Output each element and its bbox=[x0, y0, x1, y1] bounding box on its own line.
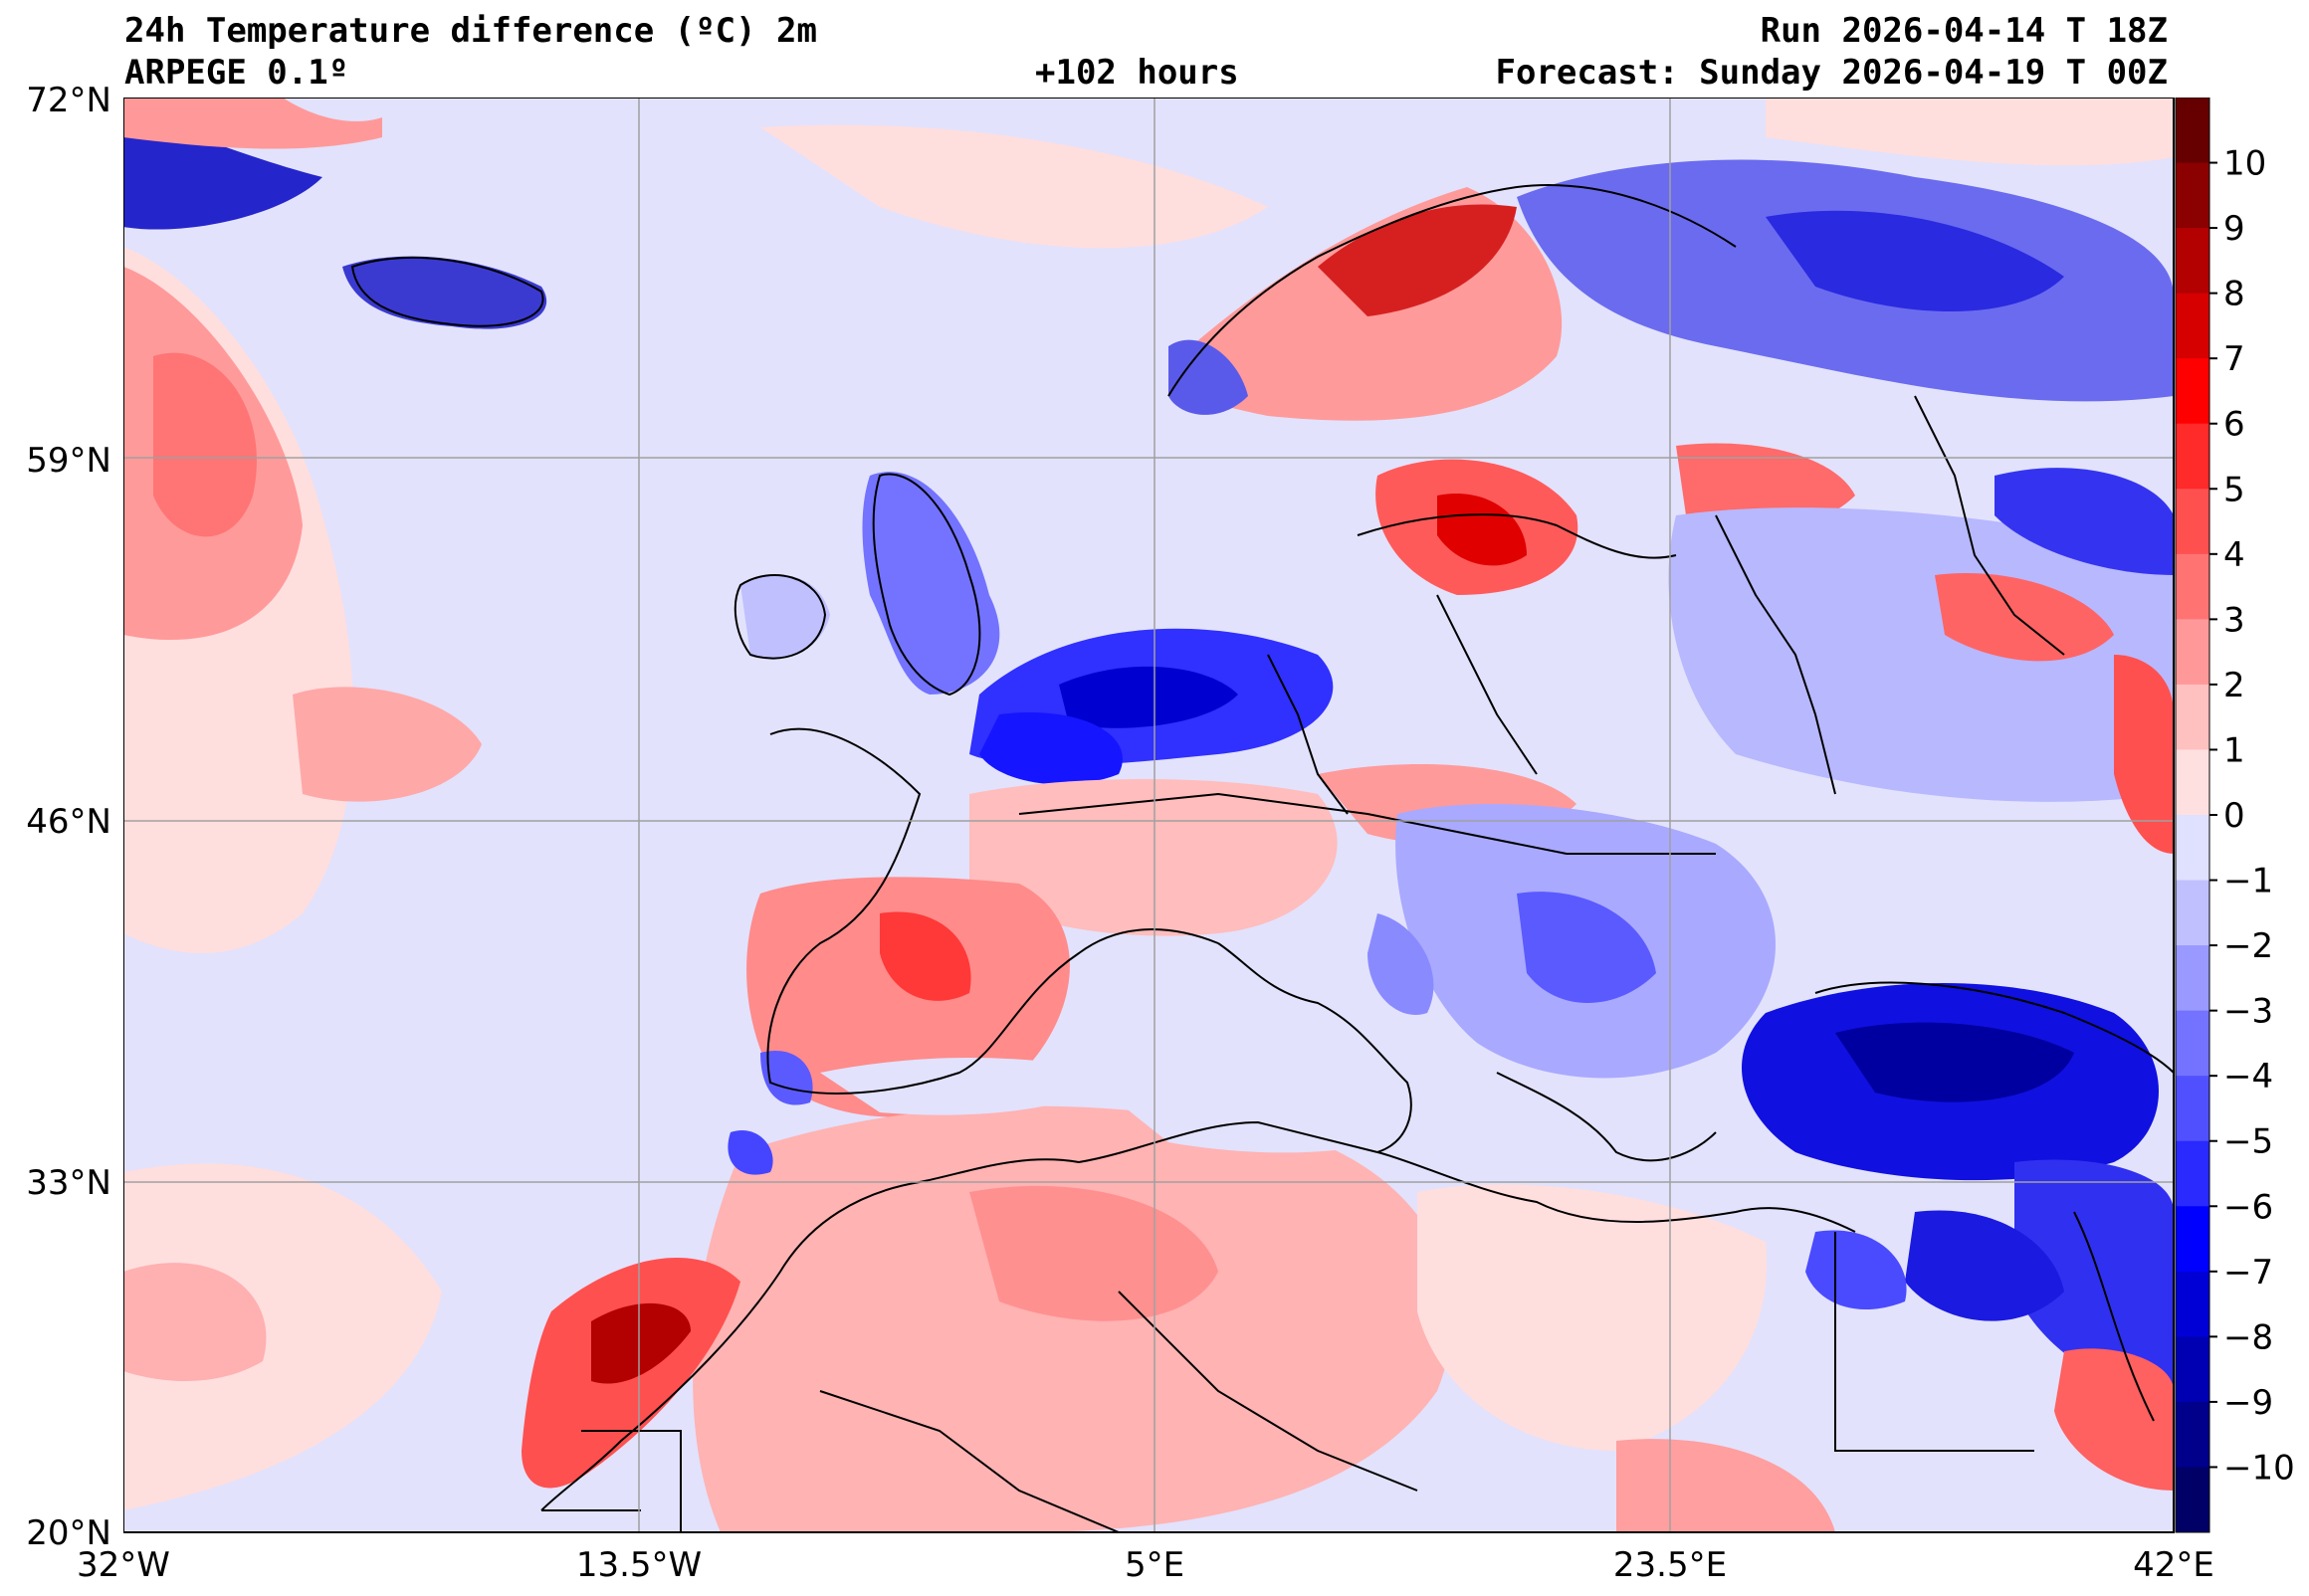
temperature-field bbox=[123, 98, 2174, 1532]
colorbar-tick-label: 3 bbox=[2223, 600, 2245, 640]
colorbar-segment bbox=[2176, 553, 2209, 620]
colorbar-segment bbox=[2176, 423, 2209, 490]
lat-label-33n: 33°N bbox=[26, 1163, 111, 1203]
lat-label-59n: 59°N bbox=[26, 441, 111, 481]
colorbar-tick-label: 5 bbox=[2223, 470, 2245, 509]
colorbar-segment bbox=[2176, 880, 2209, 946]
colorbar-tick-label: 9 bbox=[2223, 209, 2245, 249]
map-frame bbox=[123, 98, 2175, 1533]
lon-label-32w: 32°W bbox=[77, 1545, 170, 1585]
colorbar-segment bbox=[2176, 1206, 2209, 1273]
lat-label-20n: 20°N bbox=[26, 1513, 111, 1553]
colorbar-tick-label: 10 bbox=[2223, 144, 2266, 184]
colorbar-segment bbox=[2176, 1271, 2209, 1337]
colorbar-tick-label: 2 bbox=[2223, 666, 2245, 705]
lon-label-13-5w: 13.5°W bbox=[576, 1545, 702, 1585]
lat-label-72n: 72°N bbox=[26, 81, 111, 120]
colorbar-segment bbox=[2176, 489, 2209, 555]
lon-label-42e: 42°E bbox=[2133, 1545, 2214, 1585]
coastlines-and-borders bbox=[350, 184, 2175, 1533]
colorbar-segment bbox=[2176, 358, 2209, 425]
colorbar-segment bbox=[2176, 619, 2209, 686]
model-name: ARPEGE 0.1º bbox=[124, 53, 349, 93]
colorbar-segment bbox=[2176, 293, 2209, 359]
colorbar-tick-label: −6 bbox=[2223, 1187, 2273, 1227]
colorbar-tick-label: −4 bbox=[2223, 1057, 2273, 1097]
colorbar-tick-label: 6 bbox=[2223, 405, 2245, 445]
colorbar-tick-label: −9 bbox=[2223, 1383, 2273, 1423]
lat-label-46n: 46°N bbox=[26, 802, 111, 842]
colorbar-tick-label: −2 bbox=[2223, 926, 2273, 966]
colorbar-segment bbox=[2176, 1140, 2209, 1207]
lon-label-5e: 5°E bbox=[1125, 1545, 1184, 1585]
lead-time: +102 hours bbox=[1035, 53, 1239, 93]
forecast-time: Forecast: Sunday 2026-04-19 T 00Z bbox=[1495, 53, 2168, 93]
colorbar-tick-label: 0 bbox=[2223, 796, 2245, 836]
colorbar-segment bbox=[2176, 945, 2209, 1012]
lon-label-23-5e: 23.5°E bbox=[1613, 1545, 1727, 1585]
colorbar-segment bbox=[2176, 684, 2209, 750]
colorbar-tick-label: −1 bbox=[2223, 862, 2273, 901]
colorbar-tick-label: −10 bbox=[2223, 1448, 2295, 1488]
colorbar-tick-label: 7 bbox=[2223, 339, 2245, 379]
graticule bbox=[123, 98, 2174, 1532]
colorbar-tick-label: −5 bbox=[2223, 1122, 2273, 1162]
colorbar-tick-label: 8 bbox=[2223, 275, 2245, 314]
colorbar-segment bbox=[2176, 1076, 2209, 1142]
colorbar-segment bbox=[2176, 1401, 2209, 1468]
colorbar-segment bbox=[2176, 1336, 2209, 1403]
colorbar-tick-label: 1 bbox=[2223, 730, 2245, 770]
run-time: Run 2026-04-14 T 18Z bbox=[1760, 11, 2168, 51]
colorbar bbox=[2175, 98, 2210, 1533]
colorbar-tick-label: −7 bbox=[2223, 1253, 2273, 1293]
colorbar-tick-label: −3 bbox=[2223, 992, 2273, 1032]
colorbar-segment bbox=[2176, 162, 2209, 229]
colorbar-segment bbox=[2176, 98, 2209, 164]
colorbar-segment bbox=[2176, 815, 2209, 882]
map-title: 24h Temperature difference (ºC) 2m bbox=[124, 11, 817, 51]
colorbar-segment bbox=[2176, 749, 2209, 816]
colorbar-segment bbox=[2176, 1467, 2209, 1533]
colorbar-segment bbox=[2176, 1010, 2209, 1077]
colorbar-tick-label: 4 bbox=[2223, 535, 2245, 575]
colorbar-segment bbox=[2176, 228, 2209, 295]
forecast-map bbox=[123, 98, 2210, 1533]
colorbar-tick-label: −8 bbox=[2223, 1317, 2273, 1357]
